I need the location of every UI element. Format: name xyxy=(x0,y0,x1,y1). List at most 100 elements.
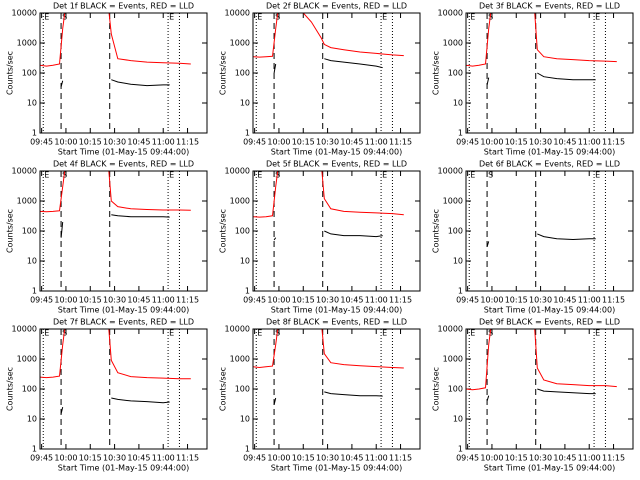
y-tick-label: 10000 xyxy=(12,325,37,334)
plot-frame xyxy=(465,328,634,450)
x-tick-label: 11:15 xyxy=(176,296,199,305)
y-axis-label: Counts/sec xyxy=(432,367,441,411)
x-tick-label: 10:45 xyxy=(127,454,150,463)
y-axis-label: Counts/sec xyxy=(219,51,228,95)
series-line xyxy=(60,79,170,87)
x-tick-label: 10:00 xyxy=(54,138,77,147)
x-tick-label: 10:00 xyxy=(54,454,77,463)
plot-frame xyxy=(39,170,208,292)
x-tick-label: 11:15 xyxy=(602,138,625,147)
y-axis-label: Counts/sec xyxy=(6,367,15,411)
y-tick-label: 10 xyxy=(453,415,463,424)
y-tick-label: 10000 xyxy=(225,9,250,18)
plot-frame xyxy=(252,328,421,450)
x-tick-label: 11:00 xyxy=(365,296,388,305)
x-tick-label: 10:15 xyxy=(79,138,102,147)
y-tick-label: 10000 xyxy=(438,167,463,176)
panel: Det 2f BLACK = Events, RED = LLD Start Ti… xyxy=(219,2,421,157)
chart-title: Det 8f BLACK = Events, RED = LLD xyxy=(266,318,407,327)
y-axis-label: Counts/sec xyxy=(219,367,228,411)
event-label: E xyxy=(382,13,387,22)
y-tick-label: 100 xyxy=(448,69,463,78)
x-tick-label: 10:15 xyxy=(292,454,315,463)
plot-frame xyxy=(39,328,208,450)
panel: Det 9f BLACK = Events, RED = LLD Start Ti… xyxy=(432,318,634,473)
chart-title: Det 9f BLACK = Events, RED = LLD xyxy=(479,318,620,327)
event-label: E xyxy=(382,329,387,338)
plot-frame xyxy=(39,12,208,134)
y-tick-label: 1000 xyxy=(230,355,250,364)
y-tick-label: 10000 xyxy=(225,325,250,334)
y-tick-label: 1000 xyxy=(230,197,250,206)
x-tick-label: 10:30 xyxy=(316,138,339,147)
x-tick-label: 09:45 xyxy=(456,454,479,463)
y-tick-label: 100 xyxy=(235,385,250,394)
x-tick-label: 09:45 xyxy=(456,138,479,147)
x-axis-label: Start Time (01-May-15 09:44:00) xyxy=(58,464,189,473)
series-line xyxy=(60,397,170,414)
y-tick-label: 1 xyxy=(458,129,463,138)
y-axis-label: Counts/sec xyxy=(6,51,15,95)
x-axis-label: Start Time (01-May-15 09:44:00) xyxy=(484,148,615,157)
y-tick-label: 1 xyxy=(458,445,463,454)
event-label: E xyxy=(44,13,49,22)
y-tick-label: 100 xyxy=(448,227,463,236)
chart-title: Det 1f BLACK = Events, RED = LLD xyxy=(53,2,194,11)
y-tick-label: 10000 xyxy=(12,9,37,18)
panel: Det 8f BLACK = Events, RED = LLD Start Ti… xyxy=(219,318,421,473)
x-tick-label: 10:30 xyxy=(529,296,552,305)
series-line xyxy=(486,388,596,402)
y-tick-label: 1 xyxy=(458,287,463,296)
y-tick-label: 10 xyxy=(27,257,37,266)
panel: Det 5f BLACK = Events, RED = LLD Start Ti… xyxy=(219,160,421,315)
x-axis-label: Start Time (01-May-15 09:44:00) xyxy=(271,464,402,473)
panel: Det 4f BLACK = Events, RED = LLD Start Ti… xyxy=(6,160,208,315)
panel: Det 7f BLACK = Events, RED = LLD Start Ti… xyxy=(6,318,208,473)
x-tick-label: 09:45 xyxy=(30,296,53,305)
x-tick-label: 11:00 xyxy=(365,454,388,463)
y-tick-label: 100 xyxy=(235,69,250,78)
x-tick-label: 11:15 xyxy=(389,296,412,305)
plot-frame xyxy=(252,12,421,134)
y-tick-label: 1 xyxy=(32,445,37,454)
chart-title: Det 6f BLACK = Events, RED = LLD xyxy=(479,160,620,169)
chart-title: Det 3f BLACK = Events, RED = LLD xyxy=(479,2,620,11)
x-tick-label: 10:15 xyxy=(505,454,528,463)
event-label: E xyxy=(470,329,475,338)
event-label: E xyxy=(595,171,600,180)
event-label: E xyxy=(169,13,174,22)
y-axis-label: Counts/sec xyxy=(6,209,15,253)
x-tick-label: 09:45 xyxy=(30,454,53,463)
y-tick-label: 1000 xyxy=(17,197,37,206)
x-tick-label: 10:30 xyxy=(103,138,126,147)
y-tick-label: 10 xyxy=(27,99,37,108)
event-label: E xyxy=(595,13,600,22)
x-tick-label: 10:00 xyxy=(267,296,290,305)
x-axis-label: Start Time (01-May-15 09:44:00) xyxy=(58,306,189,315)
plot-frame xyxy=(252,170,421,292)
event-label: E xyxy=(470,13,475,22)
x-tick-label: 10:00 xyxy=(480,296,503,305)
x-tick-label: 11:00 xyxy=(152,454,175,463)
event-label: E xyxy=(169,171,174,180)
x-tick-label: 10:30 xyxy=(529,138,552,147)
y-tick-label: 1 xyxy=(245,445,250,454)
x-tick-label: 10:15 xyxy=(292,296,315,305)
panel: Det 3f BLACK = Events, RED = LLD Start Ti… xyxy=(432,2,634,157)
series-line xyxy=(466,329,617,391)
x-tick-label: 09:45 xyxy=(243,138,266,147)
x-tick-label: 10:45 xyxy=(340,138,363,147)
event-label: E xyxy=(595,329,600,338)
x-tick-label: 10:45 xyxy=(553,138,576,147)
x-tick-label: 11:00 xyxy=(578,296,601,305)
x-tick-label: 09:45 xyxy=(30,138,53,147)
panel: Det 6f BLACK = Events, RED = LLD Start Ti… xyxy=(432,160,634,315)
y-axis-label: Counts/sec xyxy=(432,51,441,95)
x-tick-label: 11:00 xyxy=(578,138,601,147)
event-label: S xyxy=(488,171,493,180)
x-tick-label: 10:45 xyxy=(553,454,576,463)
y-tick-label: 1 xyxy=(245,287,250,296)
y-tick-label: 10 xyxy=(453,257,463,266)
x-tick-label: 10:00 xyxy=(480,138,503,147)
